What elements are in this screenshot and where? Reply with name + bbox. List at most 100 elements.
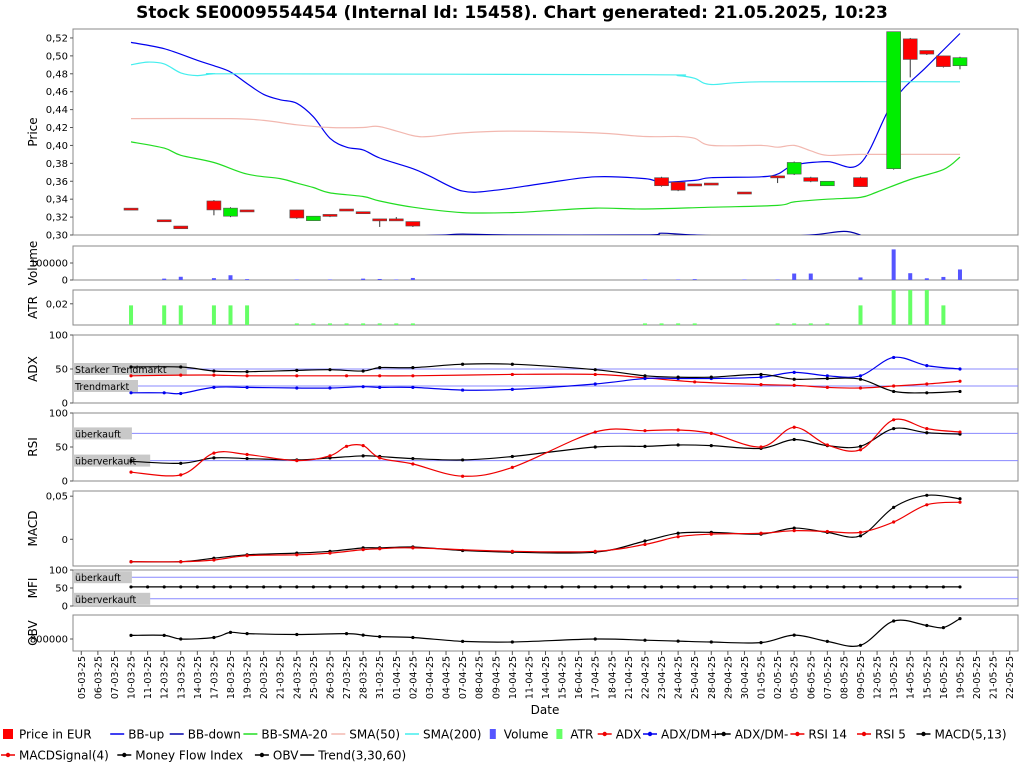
x-tick-label: 25-03-25 <box>309 656 320 699</box>
series-point-macdsignal-4- <box>328 551 332 555</box>
series-point-adx <box>693 380 697 384</box>
y-axis-label: MFI <box>26 578 40 599</box>
bar-volume <box>941 276 946 280</box>
x-tick-label: 05-03-25 <box>77 656 88 699</box>
y-tick-label: 0,36 <box>46 177 68 188</box>
series-point-rsi-14 <box>676 443 680 447</box>
series-point-money-flow-index <box>825 585 829 589</box>
x-tick-label: 04-04-25 <box>442 656 453 699</box>
x-tick-label: 02-05-25 <box>773 656 784 699</box>
series-point-adx-dm- <box>461 362 465 366</box>
series-point-macdsignal-4- <box>510 549 514 553</box>
reference-label: Trendmarkt <box>74 382 129 393</box>
y-tick-label: 0,42 <box>46 123 68 134</box>
x-tick-label: 14-04-25 <box>541 656 552 699</box>
series-point-macdsignal-4- <box>245 554 249 558</box>
series-point-macdsignal-4- <box>411 546 415 550</box>
x-tick-label: 18-03-25 <box>226 656 237 699</box>
series-point-money-flow-index <box>759 585 763 589</box>
legend-label: Volume <box>504 728 549 742</box>
series-point-adx <box>212 373 216 377</box>
x-tick-label: 06-03-25 <box>93 656 104 699</box>
y-tick-label: 0,38 <box>46 159 68 170</box>
series-point-adx-dm- <box>361 385 365 389</box>
series-point-adx-dm- <box>759 372 763 377</box>
y-tick-label: 0,52 <box>46 33 68 44</box>
series-point-rsi-5 <box>411 462 415 466</box>
bar-atr <box>344 323 349 325</box>
series-point-rsi-5 <box>328 454 332 458</box>
series-point-adx <box>510 372 514 377</box>
series-point-macdsignal-4- <box>892 520 896 524</box>
x-tick-label: 17-03-25 <box>209 656 220 699</box>
candle <box>919 50 935 55</box>
x-tick-label: 13-05-25 <box>889 656 900 699</box>
candle <box>853 177 868 187</box>
y-tick-label: 0,48 <box>46 69 68 80</box>
series-point-adx-dm- <box>295 386 299 390</box>
series-point-money-flow-index <box>842 585 846 589</box>
bar-atr <box>891 290 896 325</box>
series-point-rsi-14 <box>212 456 216 460</box>
series-point-obv <box>228 630 233 635</box>
series-point-money-flow-index <box>527 585 531 589</box>
series-point-money-flow-index <box>892 585 896 589</box>
chart-title: Stock SE0009554454 (Internal Id: 15458).… <box>136 3 888 23</box>
series-point-adx-dm- <box>245 370 249 374</box>
candle <box>670 181 686 191</box>
candle <box>786 162 802 175</box>
series-point-rsi-5 <box>593 430 597 434</box>
x-tick-label: 28-03-25 <box>359 656 370 699</box>
legend-marker-dot <box>647 731 653 737</box>
legend-marker-dot <box>921 731 926 737</box>
series-point-obv <box>925 623 929 628</box>
x-tick-label: 21-05-25 <box>989 656 1000 699</box>
legend-label: MACDSignal(4) <box>19 749 109 763</box>
x-tick-label: 10-04-25 <box>508 656 519 699</box>
series-point-adx-dm- <box>212 369 216 373</box>
series-point-obv <box>892 619 896 623</box>
series-point-money-flow-index <box>311 585 315 589</box>
legend-label: SMA(200) <box>423 728 481 742</box>
series-point-money-flow-index <box>129 585 133 589</box>
reference-label-bg <box>73 592 151 605</box>
legend-label: BB-SMA-20 <box>261 728 327 742</box>
bar-atr <box>245 305 250 325</box>
series-point-rsi-14 <box>510 454 514 459</box>
series-point-macdsignal-4- <box>676 535 680 539</box>
bar-atr <box>692 323 697 325</box>
bar-atr <box>377 323 382 325</box>
series-point-adx <box>759 383 763 387</box>
series-point-rsi-5 <box>510 465 514 469</box>
series-point-obv <box>378 635 382 639</box>
series-point-rsi-5 <box>958 430 962 434</box>
bar-atr <box>642 323 647 325</box>
y-tick-label: 0,50 <box>46 51 68 62</box>
series-point-adx <box>411 374 415 378</box>
candle <box>306 215 321 221</box>
series-point-rsi-5 <box>825 443 829 447</box>
legend-label: SMA(50) <box>349 728 400 742</box>
series-point-rsi-5 <box>129 470 133 474</box>
panel-frame <box>72 614 1019 652</box>
candle <box>952 57 968 67</box>
bar-volume <box>245 279 250 280</box>
series-point-money-flow-index <box>262 585 266 589</box>
series-point-rsi-14 <box>461 458 465 462</box>
bar-atr <box>394 323 399 325</box>
candle <box>156 219 172 223</box>
series-point-rsi-5 <box>295 459 299 463</box>
bar-volume <box>394 279 399 280</box>
bar-volume <box>178 276 183 280</box>
series-point-adx-dm- <box>925 391 929 395</box>
series-point-macdsignal-4- <box>212 558 216 562</box>
bar-atr <box>294 323 299 325</box>
x-tick-label: 19-05-25 <box>955 656 966 699</box>
x-tick-label: 12-03-25 <box>160 656 171 699</box>
candle <box>902 38 918 60</box>
series-point-rsi-14 <box>792 437 796 442</box>
series-point-money-flow-index <box>626 585 630 589</box>
bar-volume <box>294 279 299 280</box>
candle <box>239 209 255 213</box>
